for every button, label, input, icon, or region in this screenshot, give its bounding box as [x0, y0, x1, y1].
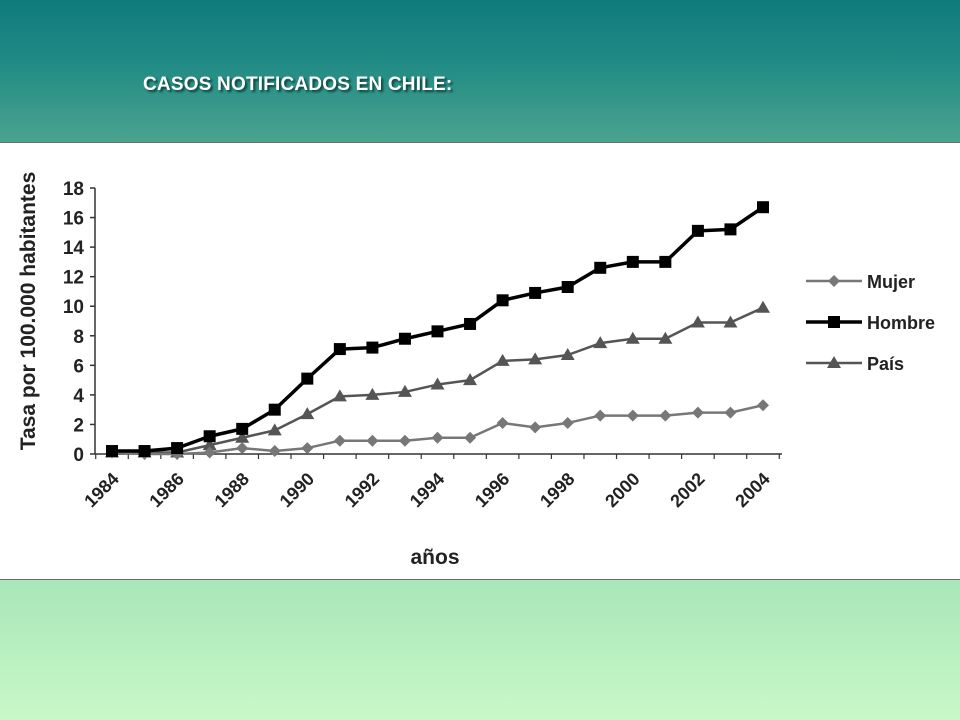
x-tick-label: 2000 — [601, 469, 643, 511]
x-tick-label: 2002 — [666, 469, 708, 511]
chart-axes — [90, 187, 782, 459]
y-tick-label: 2 — [73, 415, 84, 436]
legend-marker-hombre — [828, 316, 840, 328]
data-point-pais — [723, 315, 738, 328]
y-tick-label: 6 — [73, 356, 84, 377]
data-point-mujer — [561, 416, 574, 429]
data-point-hombre — [171, 442, 184, 455]
data-point-hombre — [496, 294, 509, 307]
series-hombre — [106, 201, 769, 458]
data-point-pais — [593, 336, 608, 349]
x-tick-label: 1998 — [536, 469, 578, 511]
data-point-pais — [625, 331, 640, 344]
y-tick-label: 18 — [63, 179, 84, 200]
data-point-mujer — [529, 421, 542, 434]
data-point-pais — [690, 315, 705, 328]
legend-label-mujer: Mujer — [867, 272, 915, 292]
x-tick-label: 1990 — [276, 469, 318, 511]
y-tick-label: 8 — [73, 327, 84, 348]
data-point-mujer — [398, 434, 411, 447]
y-tick-label: 10 — [63, 297, 84, 318]
tick-labels: 0 2 4 6 8 10 12 14 16 18 1984 1986 1988 1990 1992 1994 1… — [63, 179, 774, 511]
y-tick-label: 12 — [63, 268, 84, 289]
legend-marker-mujer — [828, 275, 840, 287]
data-point-pais — [756, 300, 770, 313]
y-tick-label: 14 — [63, 238, 85, 259]
x-axis-title: años — [410, 546, 459, 569]
data-point-hombre — [594, 261, 607, 274]
slide-title: CASOS NOTIFICADOS EN CHILE: — [143, 74, 453, 95]
chart-legend: Mujer Hombre País — [806, 272, 935, 374]
y-tick-label: 0 — [73, 445, 84, 466]
data-point-hombre — [529, 286, 542, 299]
x-tick-label: 1994 — [406, 469, 448, 511]
data-point-mujer — [203, 446, 216, 459]
legend-item-pais: País — [806, 354, 904, 374]
data-point-mujer — [594, 409, 607, 422]
x-tick-label: 1996 — [471, 469, 513, 511]
data-point-hombre — [398, 332, 411, 345]
data-point-mujer — [366, 434, 379, 447]
chart-panel: 0 2 4 6 8 10 12 14 16 18 1984 1986 1988 1990 1992 1994 1… — [0, 142, 960, 580]
data-point-pais — [365, 387, 380, 400]
x-tick-label: 1988 — [211, 469, 253, 511]
data-point-mujer — [464, 431, 477, 444]
x-tick-label: 1984 — [80, 469, 122, 511]
x-tick-label: 2004 — [731, 469, 773, 511]
legend-item-mujer: Mujer — [806, 272, 915, 292]
data-point-mujer — [301, 442, 314, 455]
legend-item-hombre: Hombre — [806, 313, 935, 333]
data-point-pais — [658, 331, 673, 344]
y-axis-title: Tasa por 100.000 habitantes — [17, 172, 40, 451]
data-point-pais — [235, 430, 250, 443]
data-point-mujer — [659, 409, 672, 422]
data-point-pais — [267, 423, 282, 436]
data-point-mujer — [431, 431, 444, 444]
data-point-hombre — [431, 325, 444, 338]
data-point-hombre — [626, 255, 639, 268]
x-tick-label: 1992 — [341, 469, 383, 511]
data-point-hombre — [561, 281, 574, 294]
data-point-hombre — [691, 224, 704, 237]
data-point-pais — [495, 353, 510, 366]
data-point-pais — [560, 347, 575, 360]
data-point-hombre — [724, 223, 737, 236]
data-point-mujer — [268, 445, 281, 458]
data-point-hombre — [236, 422, 249, 435]
data-point-mujer — [724, 406, 737, 419]
data-point-pais — [300, 407, 315, 420]
data-point-hombre — [106, 445, 118, 458]
data-point-hombre — [333, 343, 346, 356]
data-point-pais — [202, 438, 217, 451]
data-point-mujer — [236, 442, 249, 455]
data-point-hombre — [757, 201, 769, 214]
line-chart: 0 2 4 6 8 10 12 14 16 18 1984 1986 1988 1990 1992 1994 1… — [17, 172, 935, 569]
legend-marker-pais — [827, 356, 841, 368]
data-point-pais — [332, 389, 347, 402]
data-point-hombre — [366, 341, 379, 354]
data-point-mujer — [333, 434, 346, 447]
data-point-mujer — [757, 399, 769, 412]
data-point-hombre — [659, 255, 672, 268]
x-tick-label: 1986 — [145, 469, 187, 511]
data-point-mujer — [626, 409, 639, 422]
data-point-pais — [463, 373, 478, 386]
data-point-pais — [397, 384, 412, 397]
data-point-hombre — [268, 403, 281, 416]
series-mujer — [106, 399, 769, 460]
data-point-hombre — [301, 372, 314, 385]
data-point-mujer — [496, 416, 509, 429]
data-point-pais — [528, 352, 543, 365]
data-point-hombre — [203, 430, 216, 443]
legend-label-hombre: Hombre — [867, 313, 935, 333]
series-layer — [105, 201, 770, 460]
y-tick-label: 16 — [63, 209, 84, 230]
data-point-pais — [430, 377, 445, 390]
legend-label-pais: País — [867, 354, 904, 374]
y-tick-label: 4 — [73, 386, 84, 407]
data-point-hombre — [138, 445, 151, 458]
data-point-mujer — [691, 406, 704, 419]
data-point-hombre — [464, 317, 477, 330]
